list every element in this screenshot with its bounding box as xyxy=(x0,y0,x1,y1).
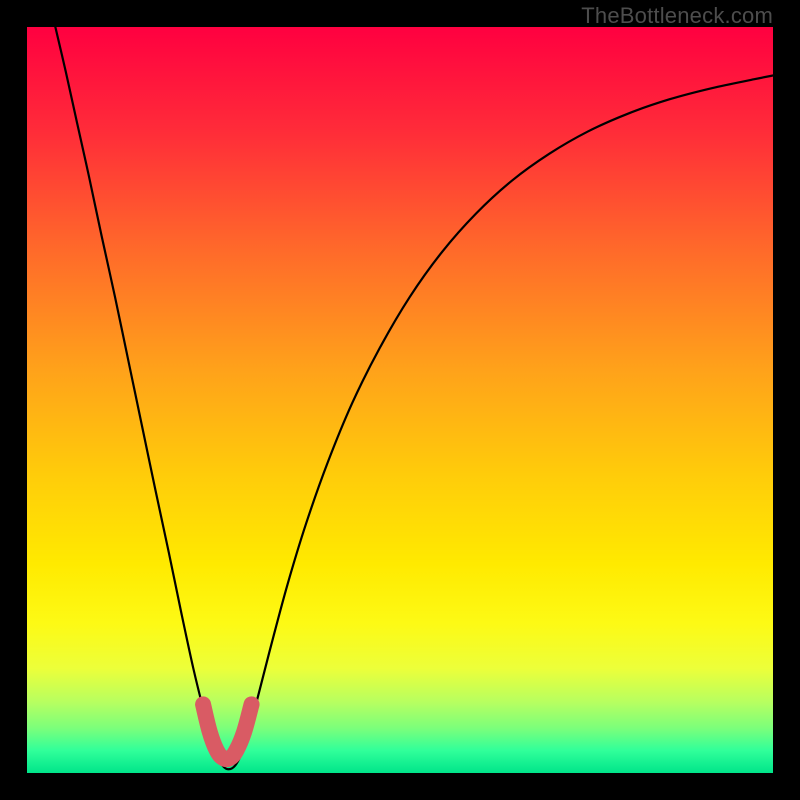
plot-area xyxy=(27,27,773,773)
chart-stage: TheBottleneck.com xyxy=(0,0,800,800)
watermark-text: TheBottleneck.com xyxy=(581,3,773,29)
chart-svg xyxy=(27,27,773,773)
gradient-background xyxy=(27,27,773,773)
